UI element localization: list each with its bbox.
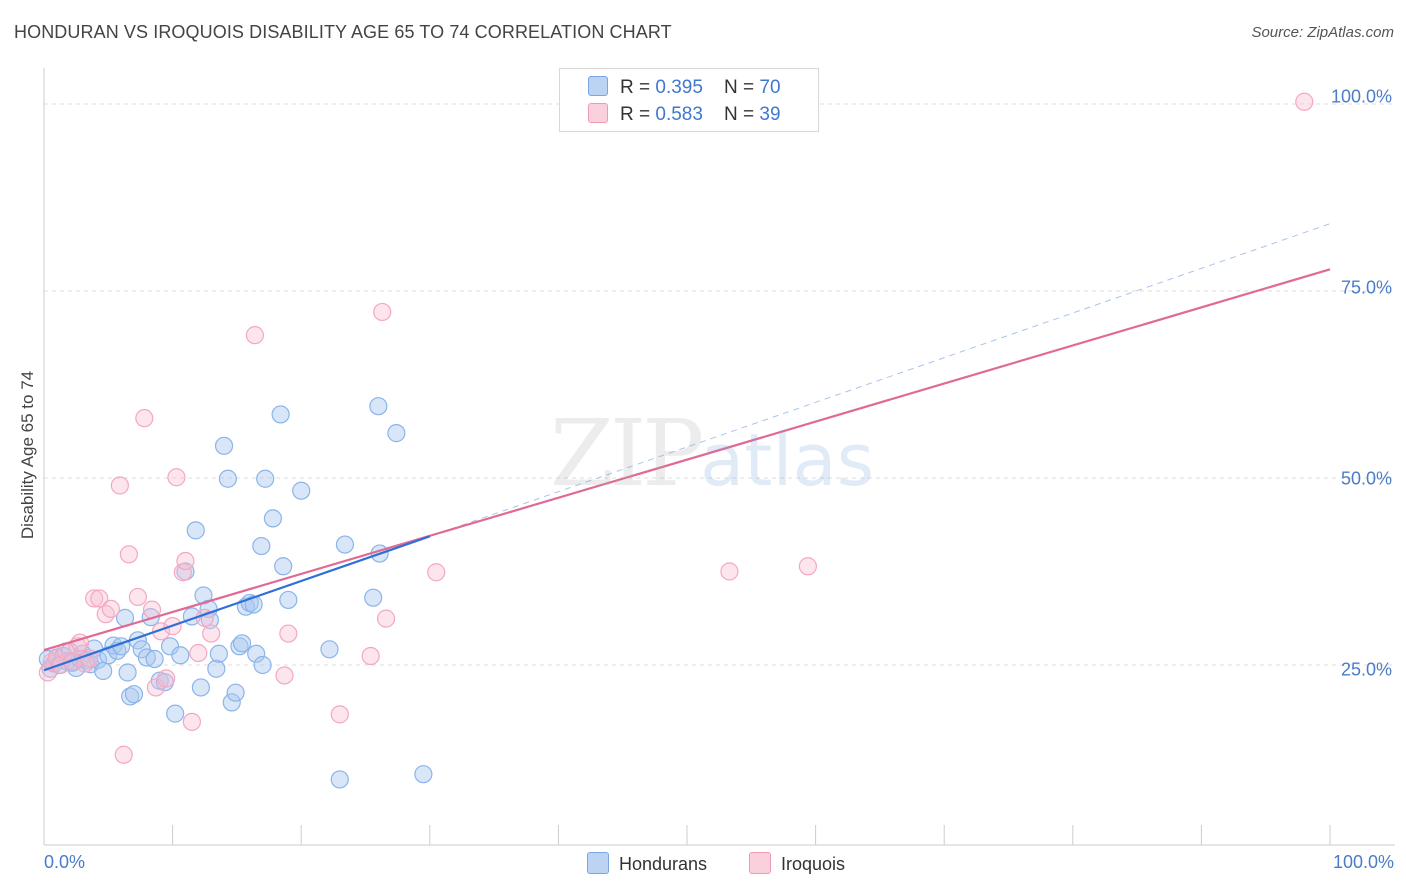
y-tick-label: 100.0% [1330,86,1392,107]
legend: R = 0.395 N = 70 R = 0.583 N = 39 [559,68,819,132]
honduran-point [256,469,275,488]
iroquois-point [96,605,115,624]
iroquois-point [189,643,208,663]
honduran-point [274,557,293,576]
honduran-point [160,637,180,656]
x-tick-label: 0.0% [44,852,86,872]
y-axis-label: Disability Age 65 to 74 [18,370,37,540]
honduran-point [263,509,283,528]
axes [43,68,1395,846]
honduran-point [292,481,311,500]
iroquois-point [114,745,133,764]
honduran-point [171,646,190,665]
iroquois-point [798,557,817,576]
iroquois-point [167,468,186,487]
iroquois-point [275,666,294,685]
legend-row-iroquois: R = 0.583 N = 39 [588,103,781,126]
x-tick-label: 100.0% [1332,852,1394,872]
honduran-point [94,661,113,681]
honduran-trend-line [43,535,431,672]
honduran-point [214,436,234,455]
honduran-point [230,637,249,656]
honduran-point [320,640,339,659]
legend-swatch-blue [587,852,609,874]
honduran-point [330,770,349,789]
y-tick-label: 50.0% [1340,468,1392,489]
legend-swatch-pink [749,852,771,874]
honduran-trend-extension [429,223,1331,537]
iroquois-trend-line [43,268,1331,652]
bottom-legend-iroquois: Iroquois [749,852,845,875]
legend-swatch-pink [588,103,608,123]
honduran-point [369,397,388,416]
legend-row-hondurans: R = 0.395 N = 70 [588,76,781,99]
iroquois-point [245,326,265,345]
iroquois-points [38,92,1314,764]
honduran-point [244,595,263,614]
honduran-point [414,765,433,784]
iroquois-point [279,624,298,643]
honduran-point [253,655,272,675]
honduran-point [247,644,266,663]
honduran-point [232,634,252,653]
honduran-point [252,536,271,556]
honduran-point [137,648,156,667]
honduran-point [191,678,210,697]
iroquois-point [427,563,446,582]
honduran-point [118,663,137,682]
iroquois-point [361,646,380,666]
iroquois-point [330,705,349,724]
gridlines [44,103,1395,666]
honduran-point [141,608,160,627]
honduran-point [271,405,290,424]
iroquois-point [101,599,120,619]
iroquois-point [90,589,109,608]
honduran-point [226,683,245,702]
iroquois-point [135,409,154,428]
honduran-point [166,704,185,723]
iroquois-point [182,712,201,731]
y-tick-label: 25.0% [1340,659,1392,680]
watermark: ZIPatlas [550,400,875,507]
legend-swatch-blue [588,76,608,96]
iroquois-point [373,302,392,322]
iroquois-point [376,609,396,628]
honduran-point [207,659,226,678]
iroquois-point [720,562,739,581]
y-tick-label: 75.0% [1340,277,1392,298]
iroquois-point [85,589,104,608]
iroquois-point [119,545,138,564]
iroquois-point [157,669,176,688]
honduran-point [218,469,237,488]
iroquois-point [110,476,129,495]
honduran-point [124,685,144,704]
iroquois-point [176,551,195,571]
bottom-legend-hondurans: Hondurans [587,852,707,875]
iroquois-point [202,624,221,643]
iroquois-point [173,563,192,582]
iroquois-point [1295,92,1314,111]
honduran-point [387,424,406,443]
honduran-point [222,693,241,712]
honduran-point [186,521,205,540]
honduran-point [335,535,355,554]
honduran-point [145,649,164,669]
iroquois-point [146,678,165,697]
source-label: Source: ZipAtlas.com [1251,24,1394,41]
chart-title: HONDURAN VS IROQUOIS DISABILITY AGE 65 T… [14,22,672,42]
honduran-point [279,590,298,610]
trend-lines [43,223,1331,672]
honduran-point [209,644,228,663]
iroquois-point [128,587,147,607]
honduran-point [364,588,383,607]
